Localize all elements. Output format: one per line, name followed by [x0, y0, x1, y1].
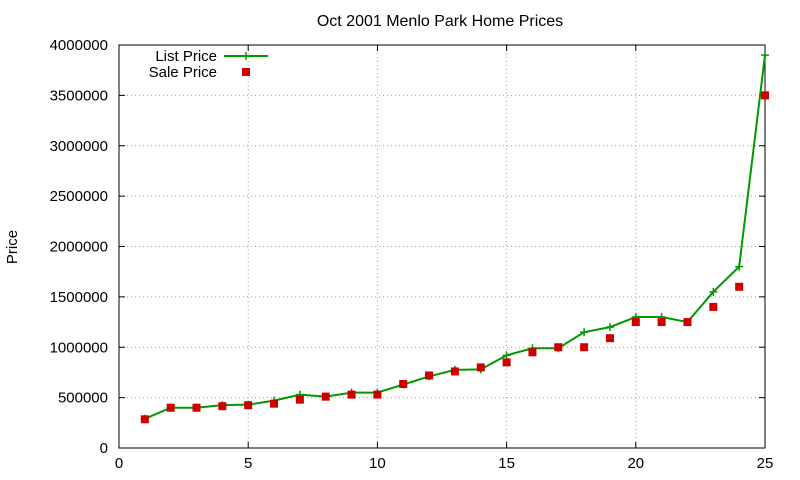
y-tick-label: 500000 — [58, 390, 108, 407]
data-point-sale-price — [399, 380, 408, 389]
y-tick-label: 3000000 — [50, 138, 108, 155]
data-point-list-price — [580, 328, 589, 337]
y-tick-label: 3500000 — [50, 87, 108, 104]
y-tick-label: 1000000 — [50, 339, 108, 356]
legend-label-sale-price: Sale Price — [149, 64, 217, 81]
y-tick-label: 1500000 — [50, 289, 108, 306]
data-point-sale-price — [218, 402, 227, 411]
x-tick-label: 10 — [369, 455, 386, 472]
data-point-sale-price — [321, 392, 330, 401]
data-point-sale-price — [683, 318, 692, 327]
tick-labels: 0 5 10 15 20 25 0 500000 1000000 1500000 2000000 25… — [50, 37, 774, 472]
data-point-sale-price — [476, 363, 485, 372]
data-point-sale-price — [166, 403, 175, 412]
x-tick-label: 15 — [498, 455, 515, 472]
data-point-sale-price — [554, 343, 563, 352]
y-tick-label: 0 — [100, 440, 108, 457]
data-point-sale-price — [450, 367, 459, 376]
x-tick-label: 25 — [757, 455, 774, 472]
x-tick-label: 0 — [115, 455, 123, 472]
data-point-sale-price — [605, 334, 614, 343]
data-point-list-price — [709, 287, 718, 296]
data-point-sale-price — [761, 91, 769, 100]
data-point-sale-price — [502, 358, 511, 367]
y-tick-label: 2000000 — [50, 239, 108, 256]
data-point-sale-price — [631, 318, 640, 327]
legend-label-list-price: List Price — [155, 48, 217, 65]
axes — [118, 44, 766, 449]
data-point-sale-price — [244, 401, 253, 410]
x-tick-label: 5 — [244, 455, 252, 472]
legend: List Price Sale Price — [149, 48, 268, 81]
data-point-list-price — [761, 51, 769, 60]
legend-marker-sale-price — [242, 68, 250, 76]
data-point-sale-price — [735, 282, 744, 291]
data-point-sale-price — [140, 415, 149, 424]
chart-title: Oct 2001 Menlo Park Home Prices — [317, 13, 563, 30]
data-point-sale-price — [528, 348, 537, 357]
y-tick-label: 4000000 — [50, 37, 108, 54]
data-point-sale-price — [347, 390, 356, 399]
data-point-sale-price — [580, 343, 589, 352]
data-point-sale-price — [270, 399, 279, 408]
data-point-sale-price — [709, 302, 718, 311]
data-point-list-price — [735, 262, 744, 271]
data-point-sale-price — [373, 390, 382, 399]
data-point-sale-price — [425, 371, 434, 380]
series-layer — [140, 51, 769, 424]
data-point-list-price — [605, 323, 614, 332]
y-tick-label: 2500000 — [50, 188, 108, 205]
legend-marker-list-price — [242, 52, 250, 60]
data-point-sale-price — [657, 318, 666, 327]
data-point-sale-price — [295, 395, 304, 404]
data-point-sale-price — [192, 403, 201, 412]
data-point-list-price — [502, 351, 511, 360]
y-axis-label: Price — [4, 230, 21, 264]
x-tick-label: 20 — [627, 455, 644, 472]
